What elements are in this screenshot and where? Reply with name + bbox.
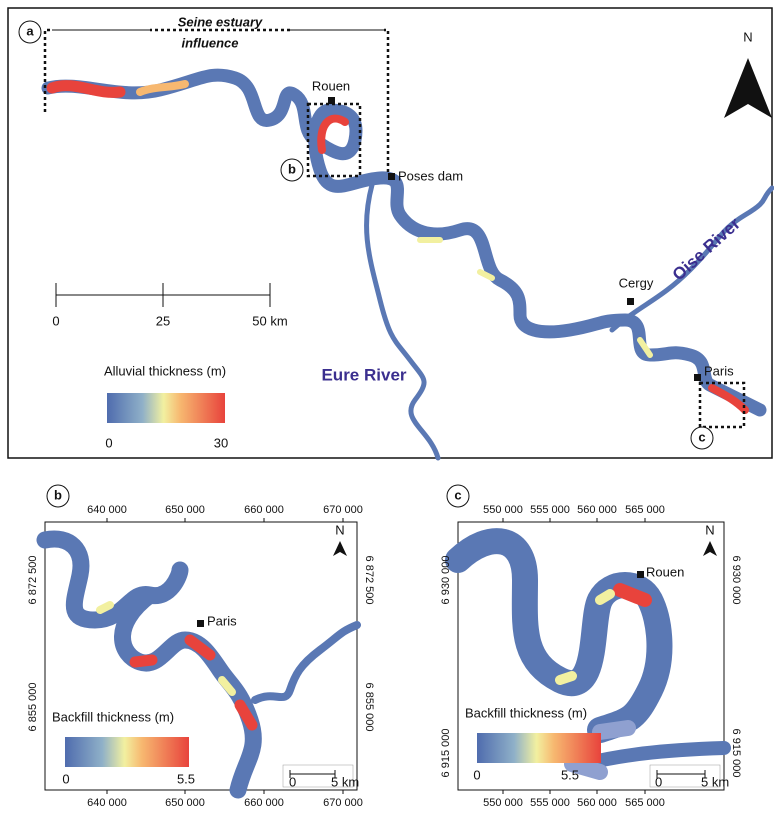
estuary-bracket — [43, 28, 390, 175]
place-label: Poses dam — [398, 168, 463, 183]
river — [251, 621, 361, 704]
estuary-label: Seine estuary — [178, 14, 263, 29]
legend-title: Alluvial thickness (m) — [104, 363, 226, 378]
scale-label: 0 — [52, 313, 59, 328]
x-tick-label: 640 000 — [87, 504, 127, 516]
north-arrow — [724, 58, 772, 118]
place-marker — [328, 97, 335, 104]
panel-letter: b — [54, 487, 62, 502]
x-tick-label: 560 000 — [577, 797, 617, 809]
inset-letter: b — [288, 161, 296, 176]
x-tick-label: 670 000 — [323, 504, 363, 516]
y-tick-label: 6 930 000 — [730, 556, 742, 605]
panel-badge — [18, 20, 42, 44]
panel-letter: c — [454, 487, 461, 502]
hotspot — [708, 384, 749, 414]
eure-river — [364, 182, 441, 461]
scale-bar — [656, 770, 706, 778]
panel-letter: a — [26, 23, 34, 38]
y-tick-label: 6 855 000 — [363, 683, 375, 732]
hotspot — [96, 601, 236, 696]
inset-badge — [280, 158, 304, 182]
place-label: Paris — [704, 363, 734, 378]
x-tick-label: 565 000 — [625, 504, 665, 516]
north-label: N — [335, 522, 344, 537]
inset-badge — [690, 426, 714, 450]
x-tick-label: 670 000 — [323, 797, 363, 809]
place-marker — [627, 298, 634, 305]
hotspot — [136, 80, 189, 96]
scale-label: 50 km — [252, 313, 287, 328]
place-marker — [637, 571, 644, 578]
north-label: N — [705, 522, 714, 537]
y-tick-label: 6 930 000 — [440, 556, 452, 605]
hotspot — [129, 634, 258, 731]
scale-bar — [55, 283, 271, 307]
panel-a: a Seine estuary influence b c Rouen Pose… — [7, 7, 774, 461]
legend-title: Backfill thickness (m) — [52, 709, 174, 724]
color-ramp — [477, 733, 601, 763]
y-tick-label: 6 855 000 — [27, 683, 39, 732]
legend-max: 5.5 — [177, 771, 195, 786]
scale-box — [649, 764, 721, 788]
place-label: Rouen — [312, 78, 350, 93]
panel-c: c Rouen N Backfill thickness (m) 0 5.5 0… — [445, 484, 731, 791]
scale-label: 5 km — [331, 774, 359, 789]
scale-label: 0 — [655, 774, 662, 789]
scale-label: 5 km — [701, 774, 729, 789]
legend-max: 5.5 — [561, 767, 579, 782]
hotspot — [317, 114, 349, 154]
north-label: N — [743, 29, 752, 44]
place-marker — [694, 374, 701, 381]
panel-frame — [7, 7, 773, 459]
place-marker — [197, 620, 204, 627]
scale-label: 0 — [289, 774, 296, 789]
hotspot — [417, 237, 653, 358]
estuary-label: influence — [181, 35, 238, 50]
panel-badge — [46, 484, 70, 508]
x-tick-label: 550 000 — [483, 504, 523, 516]
river-segment — [564, 720, 636, 780]
legend-title: Backfill thickness (m) — [465, 705, 587, 720]
x-tick-label: 550 000 — [483, 797, 523, 809]
x-tick-label: 650 000 — [165, 797, 205, 809]
legend-min: 0 — [105, 435, 112, 450]
north-arrow — [333, 541, 347, 556]
panel-badge — [446, 484, 470, 508]
y-tick-label: 6 915 000 — [730, 729, 742, 778]
x-tick-label: 560 000 — [577, 504, 617, 516]
hotspot — [613, 583, 652, 607]
legend-min: 0 — [473, 767, 480, 782]
place-marker — [388, 173, 395, 180]
x-tick-label: 640 000 — [87, 797, 127, 809]
inset-letter: c — [698, 429, 705, 444]
north-arrow — [703, 541, 717, 556]
x-tick-label: 660 000 — [244, 504, 284, 516]
y-tick-label: 6 872 500 — [27, 556, 39, 605]
color-ramp — [65, 737, 189, 767]
river-label: Eure River — [321, 365, 406, 384]
y-tick-label: 6 915 000 — [440, 729, 452, 778]
river — [445, 528, 673, 743]
place-label: Cergy — [619, 275, 654, 290]
legend-min: 0 — [62, 771, 69, 786]
scale-label: 25 — [156, 313, 170, 328]
hotspot — [555, 589, 615, 685]
x-tick-label: 555 000 — [530, 504, 570, 516]
scale-bar — [289, 770, 336, 778]
panel-b: b Paris N Backfill thickness (m) 0 5.5 0… — [36, 484, 361, 799]
hotspot — [46, 80, 126, 98]
y-tick-label: 6 872 500 — [363, 556, 375, 605]
color-ramp — [107, 393, 225, 423]
legend-max: 30 — [214, 435, 228, 450]
place-label: Rouen — [646, 564, 684, 579]
x-tick-label: 650 000 — [165, 504, 205, 516]
oise-river — [609, 185, 774, 333]
x-tick-label: 565 000 — [625, 797, 665, 809]
x-tick-label: 660 000 — [244, 797, 284, 809]
inset-box — [698, 381, 746, 429]
x-tick-label: 555 000 — [530, 797, 570, 809]
place-label: Paris — [207, 613, 237, 628]
